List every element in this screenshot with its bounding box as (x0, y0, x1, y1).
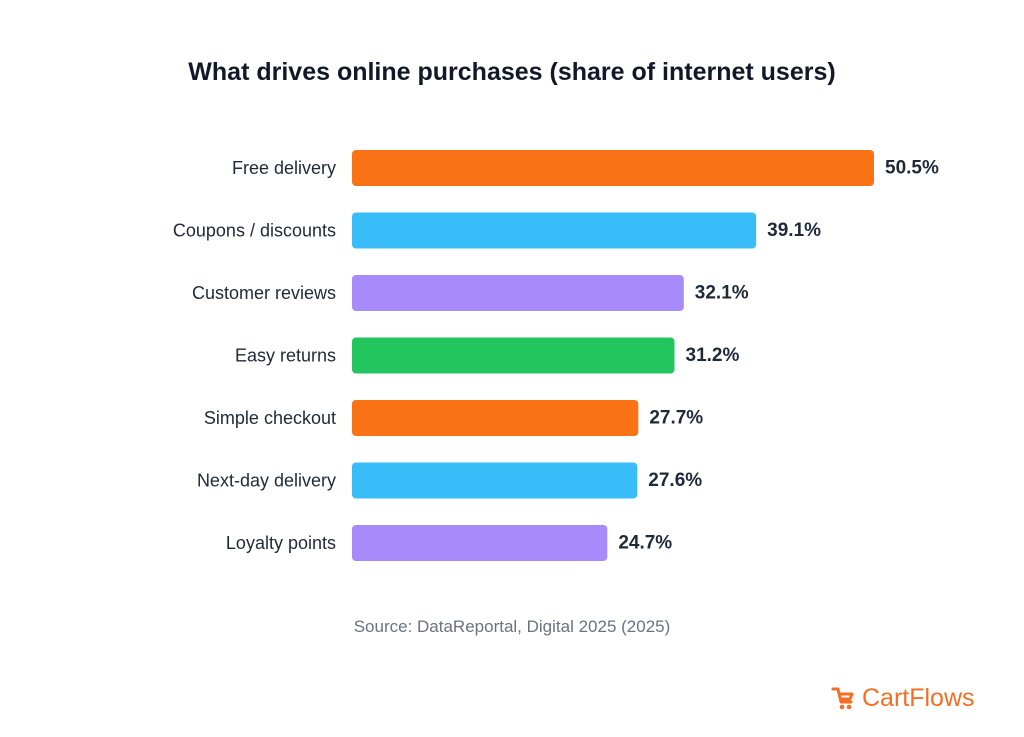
cart-icon (831, 687, 854, 710)
bar (352, 525, 608, 561)
bar (352, 400, 639, 436)
category-label: Free delivery (232, 158, 336, 178)
category-label: Loyalty points (226, 533, 336, 553)
category-label: Simple checkout (204, 408, 336, 428)
value-label: 27.7% (649, 408, 703, 429)
category-label: Easy returns (235, 346, 336, 366)
category-label: Next-day delivery (197, 471, 336, 491)
bar (352, 212, 757, 249)
bar (352, 275, 684, 311)
chart-title: What drives online purchases (share of i… (188, 58, 836, 86)
value-label: 27.6% (648, 470, 702, 491)
bar (352, 150, 874, 186)
category-label: Coupons / discounts (173, 221, 336, 241)
brand-name: CartFlows (862, 683, 975, 712)
value-label: 39.1% (767, 220, 821, 241)
bar (352, 462, 638, 499)
bar (352, 337, 675, 374)
value-label: 32.1% (695, 283, 749, 304)
brand-logo: CartFlows (830, 682, 975, 714)
value-label: 31.2% (686, 345, 740, 366)
source-note: Source: DataReportal, Digital 2025 (2025… (353, 617, 671, 636)
value-label: 50.5% (885, 158, 939, 179)
category-label: Customer reviews (192, 283, 336, 303)
value-label: 24.7% (618, 533, 672, 554)
